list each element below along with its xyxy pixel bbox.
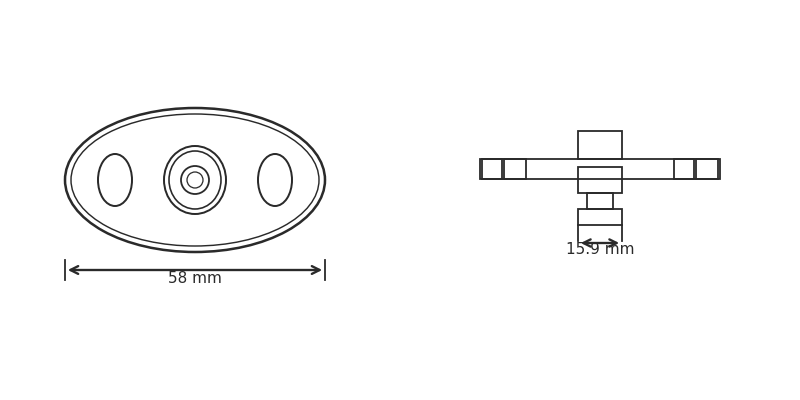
Text: 15.9 mm: 15.9 mm — [566, 242, 634, 257]
Text: 58 mm: 58 mm — [168, 271, 222, 286]
